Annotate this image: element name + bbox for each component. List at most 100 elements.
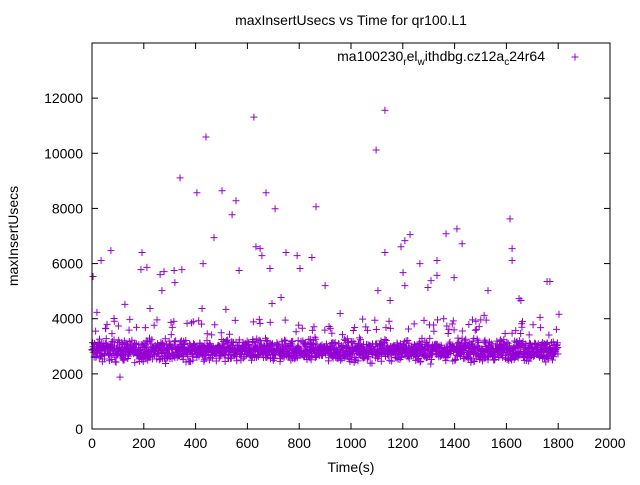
data-point bbox=[255, 336, 263, 344]
data-point bbox=[426, 334, 434, 342]
data-point-outlier bbox=[143, 263, 151, 271]
data-point bbox=[381, 336, 389, 344]
data-point-outlier bbox=[416, 260, 424, 268]
data-point bbox=[349, 350, 357, 358]
data-point bbox=[312, 335, 320, 343]
data-point bbox=[359, 315, 367, 323]
legend-marker-plus-icon bbox=[571, 53, 579, 61]
data-point-outlier bbox=[218, 187, 226, 195]
data-point bbox=[442, 357, 450, 365]
data-point bbox=[400, 338, 408, 346]
data-point-outlier bbox=[397, 243, 405, 251]
data-point-outlier bbox=[381, 249, 389, 257]
data-point bbox=[357, 336, 365, 344]
data-point bbox=[96, 335, 104, 343]
data-point bbox=[226, 350, 234, 358]
data-point bbox=[280, 347, 288, 355]
data-point bbox=[288, 341, 296, 349]
data-point bbox=[428, 355, 436, 363]
x-tick-label: 1600 bbox=[491, 435, 522, 451]
data-point bbox=[162, 359, 170, 367]
data-point-outlier bbox=[508, 257, 516, 265]
data-point bbox=[338, 331, 346, 339]
data-point bbox=[468, 316, 476, 324]
data-points bbox=[88, 106, 563, 381]
data-point bbox=[298, 324, 306, 332]
legend-label: ma100230relwithdbg.cz12ac24r64 bbox=[337, 48, 545, 68]
data-point bbox=[449, 317, 457, 325]
data-point bbox=[351, 324, 359, 332]
data-point bbox=[308, 326, 316, 334]
data-point bbox=[503, 338, 511, 346]
data-point bbox=[203, 330, 211, 338]
data-point bbox=[517, 330, 525, 338]
data-point bbox=[537, 324, 545, 332]
data-point bbox=[448, 320, 456, 328]
data-point bbox=[377, 357, 385, 365]
data-point-outlier bbox=[374, 287, 382, 295]
data-point bbox=[307, 356, 315, 364]
data-point bbox=[275, 342, 283, 350]
data-point bbox=[187, 319, 195, 327]
data-point-outlier bbox=[308, 254, 316, 262]
data-point bbox=[280, 336, 288, 344]
data-point bbox=[543, 339, 551, 347]
data-point bbox=[371, 346, 379, 354]
data-point-outlier bbox=[110, 314, 118, 322]
data-point bbox=[430, 321, 438, 329]
data-point bbox=[508, 329, 516, 337]
data-point bbox=[422, 352, 430, 360]
data-point-outlier bbox=[198, 305, 206, 313]
data-point-outlier bbox=[256, 245, 264, 253]
data-point bbox=[140, 350, 148, 358]
data-point bbox=[396, 355, 404, 363]
data-point-outlier bbox=[515, 295, 523, 303]
data-point bbox=[450, 326, 458, 334]
data-point bbox=[445, 325, 453, 333]
data-point bbox=[102, 324, 110, 332]
data-point bbox=[255, 315, 263, 323]
data-point bbox=[112, 358, 120, 366]
data-point-outlier bbox=[97, 257, 105, 265]
x-tick-label: 1400 bbox=[439, 435, 470, 451]
data-point bbox=[142, 341, 150, 349]
data-point bbox=[451, 355, 459, 363]
data-point bbox=[158, 340, 166, 348]
data-point bbox=[356, 334, 364, 342]
data-point bbox=[427, 360, 435, 368]
data-point-outlier bbox=[93, 308, 101, 316]
data-point bbox=[92, 327, 100, 335]
x-tick-label: 0 bbox=[88, 435, 96, 451]
data-point bbox=[221, 357, 229, 365]
data-point-outlier bbox=[381, 106, 389, 114]
data-point bbox=[161, 335, 169, 343]
data-point bbox=[224, 336, 232, 344]
data-point bbox=[281, 316, 289, 324]
data-point-outlier bbox=[138, 249, 146, 257]
data-point-outlier bbox=[137, 266, 145, 274]
data-point bbox=[499, 340, 507, 348]
data-point-outlier bbox=[480, 311, 488, 319]
data-point bbox=[446, 338, 454, 346]
data-point bbox=[226, 330, 234, 338]
data-point bbox=[354, 357, 362, 365]
data-point bbox=[310, 323, 318, 331]
data-point bbox=[198, 320, 206, 328]
data-point bbox=[364, 353, 372, 361]
data-point bbox=[108, 330, 116, 338]
data-point bbox=[217, 329, 225, 337]
data-point bbox=[262, 336, 270, 344]
data-point bbox=[256, 319, 264, 327]
data-point-outlier bbox=[293, 252, 301, 260]
data-point-outlier bbox=[232, 197, 240, 205]
data-point bbox=[326, 324, 334, 332]
data-point bbox=[404, 325, 412, 333]
data-point-outlier bbox=[517, 297, 525, 305]
data-point-outlier bbox=[89, 273, 97, 281]
y-axis-label: maxInsertUsecs bbox=[5, 186, 21, 286]
data-point-outlier bbox=[508, 245, 516, 253]
data-point-outlier bbox=[336, 309, 344, 317]
data-point-outlier bbox=[555, 310, 563, 318]
data-point bbox=[444, 329, 452, 337]
